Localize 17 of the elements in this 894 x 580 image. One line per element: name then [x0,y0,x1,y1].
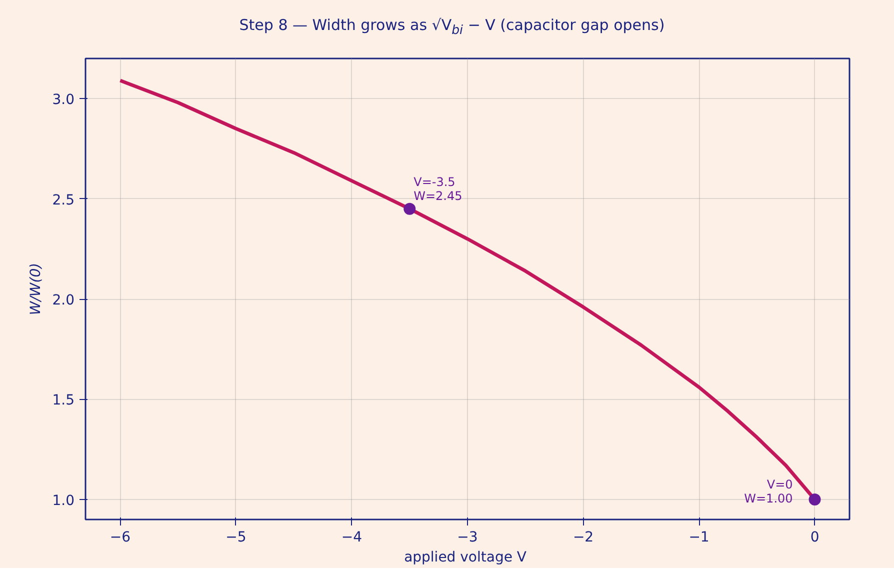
y-tick-label: 2.5 [52,192,74,208]
x-tick-label: −5 [226,530,246,546]
x-tick-label: 0 [810,530,820,546]
y-tick-label: 1.5 [52,392,74,409]
x-tick-label: −3 [457,530,478,546]
x-tick-label: −6 [110,530,131,546]
y-tick-label: 1.0 [52,492,74,509]
y-axis-title: W/W(0) [28,262,44,316]
annotation: V=0 W=1.00 [744,477,793,506]
chart-title: Step 8 — Width grows as √V$_{bi}$ − V (capacitor gap opens) [239,15,665,39]
x-axis-title: applied voltage V [404,550,527,566]
x-tick-label: −1 [688,530,710,546]
x-tick-label: −4 [341,530,362,546]
x-tick-label: −2 [572,530,594,546]
y-tick-label: 2.0 [52,292,74,309]
y-tick-label: 3.0 [52,92,74,108]
annotation: V=-3.5 W=2.45 [414,174,462,203]
